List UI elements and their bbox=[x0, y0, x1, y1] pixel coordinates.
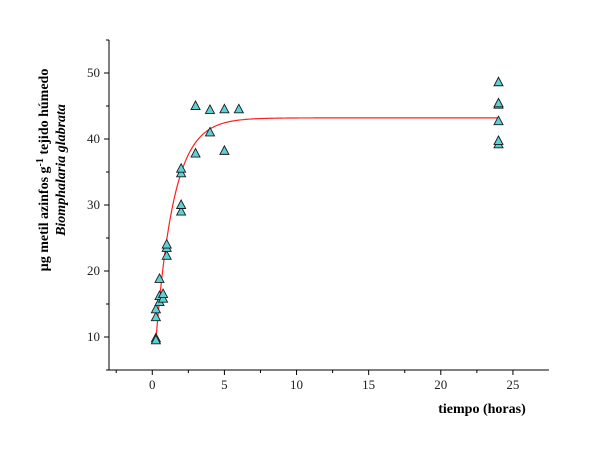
y-axis-title: µg metil azinfos g-1 tejido húmedo Biomp… bbox=[35, 69, 69, 272]
data-point-triangle bbox=[204, 103, 216, 114]
data-point-triangle bbox=[175, 199, 187, 209]
y-tick-label: 20 bbox=[87, 263, 100, 278]
y-axis-title-suffix: tejido húmedo bbox=[37, 69, 52, 158]
data-point-triangle bbox=[150, 303, 162, 314]
data-point-triangle bbox=[161, 249, 172, 260]
y-axis-title-prefix: µg metil azinfos g bbox=[37, 166, 52, 271]
data-point-triangle bbox=[219, 144, 230, 155]
y-tick-label: 50 bbox=[87, 65, 100, 80]
y-ticks: 10 20 30 40 50 bbox=[87, 39, 109, 371]
y-axis-title-line2: Biomphalaria glabrata bbox=[54, 104, 69, 237]
x-ticks: 0 5 10 15 20 25 bbox=[115, 370, 519, 392]
y-axis-title-line1: µg metil azinfos g-1 tejido húmedo bbox=[35, 69, 52, 272]
y-axis-title-superscript: -1 bbox=[35, 158, 46, 166]
x-tick-label: 25 bbox=[506, 377, 519, 392]
data-point-triangle bbox=[493, 76, 504, 87]
x-tick-label: 0 bbox=[149, 377, 156, 392]
x-axis-title: tiempo (horas) bbox=[438, 402, 526, 417]
data-point-triangle bbox=[493, 115, 504, 126]
data-points bbox=[150, 76, 504, 345]
data-point-triangle bbox=[150, 311, 162, 322]
y-tick-label: 10 bbox=[87, 329, 100, 344]
data-point-triangle bbox=[150, 334, 162, 345]
data-point-triangle bbox=[161, 238, 172, 249]
x-tick-label: 20 bbox=[434, 377, 447, 392]
data-point-triangle bbox=[154, 272, 165, 283]
data-point-triangle bbox=[157, 288, 169, 299]
data-point-triangle bbox=[493, 97, 504, 108]
data-point-triangle bbox=[493, 135, 504, 145]
y-tick-label: 40 bbox=[87, 131, 100, 146]
y-tick-label: 30 bbox=[87, 197, 100, 212]
fit-curve bbox=[155, 117, 499, 341]
data-point-triangle bbox=[219, 103, 230, 114]
x-tick-label: 5 bbox=[221, 377, 228, 392]
data-point-triangle bbox=[175, 205, 187, 216]
data-point-triangle bbox=[190, 147, 201, 158]
data-point-triangle bbox=[233, 103, 245, 114]
x-tick-label: 10 bbox=[290, 377, 303, 392]
data-point-triangle bbox=[204, 126, 216, 137]
x-tick-label: 15 bbox=[362, 377, 375, 392]
plot-area: 0 5 10 15 20 25 10 20 30 40 50 bbox=[87, 39, 549, 392]
data-point-triangle bbox=[190, 100, 201, 110]
data-point-triangle bbox=[175, 162, 187, 173]
